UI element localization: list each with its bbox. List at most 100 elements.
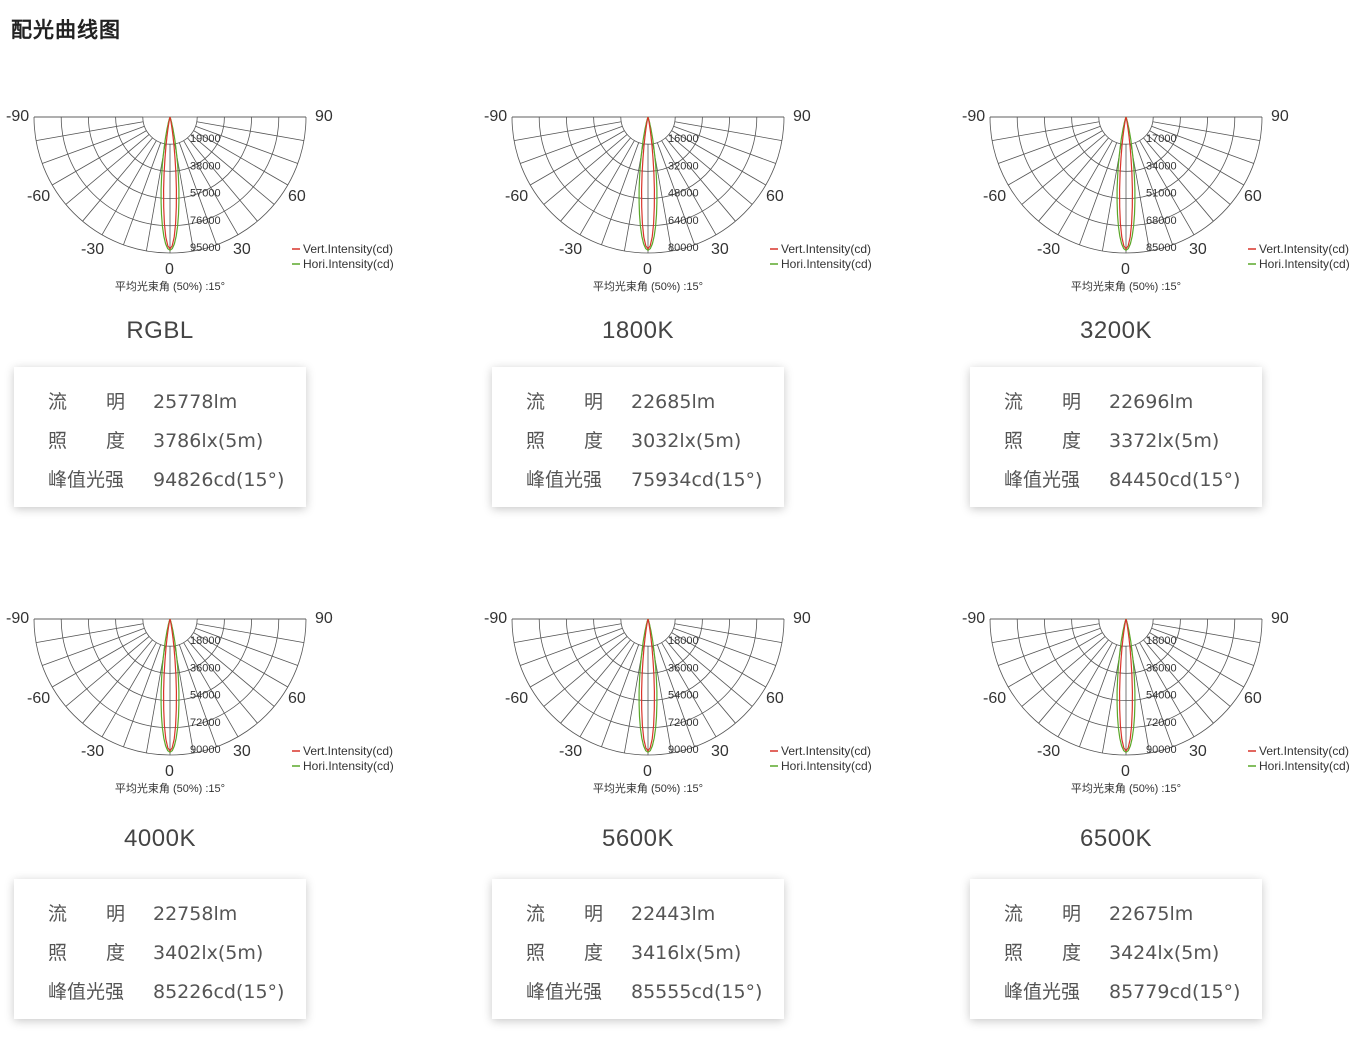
luminous-flux-value: 22696lm <box>1109 391 1194 413</box>
model-label: 6500K <box>1080 825 1152 852</box>
peak-intensity-value: 85779cd(15°) <box>1109 981 1241 1003</box>
luminous-flux-label: 流明 <box>526 903 604 925</box>
peak-intensity-row: 峰值光强 75934cd(15°) <box>526 465 762 492</box>
angle-label-pos60: 60 <box>766 690 784 707</box>
illuminance-row: 照度 3416lx(5m) <box>526 938 741 965</box>
spec-card: 流明 22685lm 照度 3032lx(5m) 峰值光强 75934cd(15°) <box>492 367 784 507</box>
intensity-tick-label: 17000 <box>1146 133 1177 145</box>
grid-spoke <box>656 644 695 747</box>
illuminance-row: 照度 3786lx(5m) <box>48 426 263 453</box>
grid-spoke <box>195 627 298 666</box>
grid-spoke <box>178 644 217 747</box>
grid-spoke <box>673 125 776 164</box>
legend-label-vert: Vert.Intensity(cd) <box>781 242 871 256</box>
grid-spoke <box>1143 137 1214 222</box>
peak-intensity-label: 峰值光强 <box>48 469 125 491</box>
peak-intensity-row: 峰值光强 94826cd(15°) <box>48 465 284 492</box>
grid-spoke <box>187 137 258 222</box>
intensity-tick-label: 76000 <box>190 215 221 227</box>
grid-spoke <box>193 130 288 186</box>
peak-intensity-value: 94826cd(15°) <box>153 469 285 491</box>
vert-intensity-curve <box>1118 116 1134 250</box>
intensity-tick-label: 72000 <box>668 717 699 729</box>
model-label: RGBL <box>126 317 194 344</box>
angle-label-pos60: 60 <box>1244 188 1262 205</box>
grid-spoke <box>1134 644 1173 747</box>
grid-spoke <box>1139 642 1195 737</box>
grid-spoke <box>1021 636 1106 707</box>
grid-spoke <box>190 636 275 707</box>
luminous-flux-row: 流明 22675lm <box>1004 899 1193 926</box>
intensity-tick-label: 18000 <box>668 635 699 647</box>
intensity-tick-label: 16000 <box>668 133 699 145</box>
grid-spoke <box>82 639 153 724</box>
grid-spoke <box>35 121 144 142</box>
grid-spoke <box>1057 140 1113 235</box>
grid-spoke <box>991 121 1100 142</box>
grid-spoke <box>101 140 157 235</box>
intensity-tick-label: 36000 <box>668 662 699 674</box>
vert-intensity-curve <box>162 618 178 752</box>
angle-label-pos30: 30 <box>1189 743 1207 760</box>
model-label: 4000K <box>124 825 196 852</box>
intensity-tick-label: 51000 <box>1146 188 1177 200</box>
peak-intensity-label: 峰值光强 <box>48 981 125 1003</box>
grid-spoke <box>520 125 623 164</box>
luminous-flux-label: 流明 <box>526 391 604 413</box>
beam-angle-note: 平均光束角 (50%) :15° <box>1071 279 1181 293</box>
intensity-tick-label: 34000 <box>1146 160 1177 172</box>
polar-grid <box>33 116 307 254</box>
illuminance-row: 照度 3402lx(5m) <box>48 938 263 965</box>
grid-spoke <box>579 642 635 737</box>
grid-ring-1 <box>1098 116 1154 145</box>
spec-card: 流明 22443lm 照度 3416lx(5m) 峰值光强 85555cd(15°) <box>492 879 784 1019</box>
peak-intensity-value: 85555cd(15°) <box>631 981 763 1003</box>
grid-spoke <box>1143 639 1214 724</box>
legend-label-hori: Hori.Intensity(cd) <box>303 759 394 773</box>
grid-spoke <box>195 125 298 164</box>
grid-spoke <box>178 142 217 245</box>
luminous-flux-row: 流明 25778lm <box>48 387 237 414</box>
grid-spoke <box>1079 142 1118 245</box>
grid-spoke <box>656 142 695 245</box>
angle-label-pos60: 60 <box>288 188 306 205</box>
luminous-flux-value: 22675lm <box>1109 903 1194 925</box>
intensity-tick-label: 90000 <box>1146 744 1177 756</box>
angle-label-pos60: 60 <box>766 188 784 205</box>
illuminance-value: 3032lx(5m) <box>631 430 742 452</box>
grid-spoke <box>65 636 150 707</box>
vert-intensity-curve <box>162 116 178 250</box>
angle-label-neg60: -60 <box>505 690 528 707</box>
polar-grid <box>511 618 785 756</box>
grid-spoke <box>998 627 1101 666</box>
grid-spoke <box>530 632 625 688</box>
grid-spoke <box>1134 142 1173 245</box>
grid-spoke <box>601 644 640 747</box>
angle-label-neg90: -90 <box>6 610 29 627</box>
intensity-tick-label: 36000 <box>1146 662 1177 674</box>
grid-spoke <box>674 623 783 644</box>
grid-spoke <box>671 130 766 186</box>
angle-label-neg30: -30 <box>559 241 582 258</box>
grid-spoke <box>190 134 275 205</box>
grid-spoke <box>193 632 288 688</box>
luminous-flux-value: 25778lm <box>153 391 238 413</box>
intensity-tick-label: 80000 <box>668 242 699 254</box>
intensity-tick-label: 72000 <box>1146 717 1177 729</box>
grid-spoke <box>991 623 1100 644</box>
grid-spoke <box>183 642 239 737</box>
legend: Vert.Intensity(cd)Hori.Intensity(cd) <box>292 744 394 773</box>
grid-spoke <box>1152 623 1261 644</box>
luminous-flux-label: 流明 <box>48 391 126 413</box>
peak-intensity-value: 85226cd(15°) <box>153 981 285 1003</box>
angle-label-pos90: 90 <box>793 610 811 627</box>
angle-label-neg60: -60 <box>983 690 1006 707</box>
angle-label-neg30: -30 <box>1037 241 1060 258</box>
grid-spoke <box>1057 642 1113 737</box>
angle-label-neg60: -60 <box>27 188 50 205</box>
luminous-flux-label: 流明 <box>1004 903 1082 925</box>
angle-label-pos30: 30 <box>711 241 729 258</box>
grid-spoke <box>123 142 162 245</box>
grid-spoke <box>560 137 631 222</box>
luminous-flux-row: 流明 22685lm <box>526 387 715 414</box>
